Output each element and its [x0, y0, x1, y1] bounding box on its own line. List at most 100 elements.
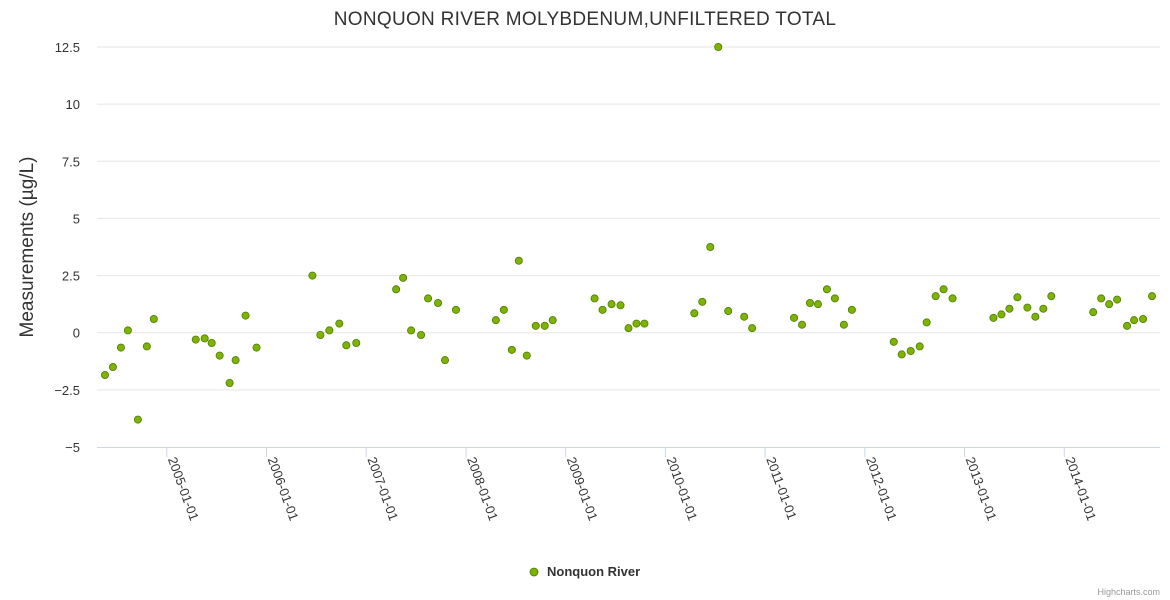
data-point[interactable] [142, 342, 151, 351]
data-point[interactable] [491, 316, 500, 325]
data-point[interactable] [1031, 312, 1040, 321]
data-point[interactable] [308, 271, 317, 280]
data-point[interactable] [123, 326, 132, 335]
data-point[interactable] [1139, 314, 1148, 323]
data-point[interactable] [1105, 300, 1114, 309]
data-point[interactable] [1113, 295, 1122, 304]
data-point[interactable] [706, 242, 715, 251]
x-tick-label: 2008-01-01 [464, 455, 501, 523]
data-point[interactable] [499, 305, 508, 314]
data-point[interactable] [133, 415, 142, 424]
data-point[interactable] [748, 324, 757, 333]
data-point[interactable] [1023, 303, 1032, 312]
data-point[interactable] [632, 319, 641, 328]
data-point[interactable] [540, 321, 549, 330]
data-point[interactable] [441, 356, 450, 365]
data-point[interactable] [252, 343, 261, 352]
data-point[interactable] [839, 320, 848, 329]
data-point[interactable] [522, 351, 531, 360]
credits-link[interactable]: Highcharts.com [1097, 587, 1160, 597]
data-point[interactable] [335, 319, 344, 328]
data-point[interactable] [690, 309, 699, 318]
data-point[interactable] [531, 321, 540, 330]
data-point[interactable] [624, 324, 633, 333]
data-point[interactable] [108, 362, 117, 371]
data-point[interactable] [241, 311, 250, 320]
data-point[interactable] [1148, 292, 1157, 301]
data-point[interactable] [1039, 304, 1048, 313]
data-point[interactable] [798, 320, 807, 329]
y-tick-label: 2.5 [62, 269, 80, 284]
data-point[interactable] [915, 342, 924, 351]
data-point[interactable] [897, 350, 906, 359]
legend[interactable]: Nonquon River [529, 564, 640, 579]
data-point[interactable] [847, 305, 856, 314]
data-point[interactable] [1005, 304, 1014, 313]
data-point[interactable] [100, 370, 109, 379]
data-point[interactable] [325, 326, 334, 335]
data-point[interactable] [399, 273, 408, 282]
data-point[interactable] [607, 300, 616, 309]
data-point[interactable] [342, 341, 351, 350]
x-tick-label: 2005-01-01 [165, 455, 202, 523]
data-point[interactable] [640, 319, 649, 328]
data-point[interactable] [514, 256, 523, 265]
y-tick-label: 12.5 [55, 40, 80, 55]
data-point[interactable] [989, 313, 998, 322]
data-point[interactable] [740, 312, 749, 321]
data-point[interactable] [889, 337, 898, 346]
data-point[interactable] [417, 330, 426, 339]
data-point[interactable] [225, 378, 234, 387]
data-point[interactable] [790, 313, 799, 322]
series-nonquon-river[interactable] [100, 43, 1157, 424]
y-tick-label: 0 [73, 326, 80, 341]
data-point[interactable] [191, 335, 200, 344]
y-tick-label: 5 [73, 211, 80, 226]
data-point[interactable] [805, 298, 814, 307]
data-point[interactable] [939, 285, 948, 294]
data-point[interactable] [215, 351, 224, 360]
data-point[interactable] [1047, 292, 1056, 301]
y-tick-label: 7.5 [62, 154, 80, 169]
data-point[interactable] [407, 326, 416, 335]
data-point[interactable] [922, 318, 931, 327]
data-point[interactable] [948, 294, 957, 303]
data-point[interactable] [931, 292, 940, 301]
legend-item-nonquon-river[interactable]: Nonquon River [547, 564, 640, 579]
data-point[interactable] [616, 301, 625, 310]
x-axis: 2005-01-01 2006-01-01 2007-01-01 2008-01-01… [165, 447, 1099, 523]
data-point[interactable] [724, 306, 733, 315]
data-point[interactable] [352, 338, 361, 347]
data-point[interactable] [434, 298, 443, 307]
data-point[interactable] [830, 294, 839, 303]
data-point[interactable] [548, 316, 557, 325]
data-point[interactable] [507, 345, 516, 354]
data-point[interactable] [1123, 321, 1132, 330]
data-point[interactable] [451, 305, 460, 314]
data-point[interactable] [698, 297, 707, 306]
data-point[interactable] [200, 334, 209, 343]
data-point[interactable] [392, 285, 401, 294]
data-point[interactable] [598, 305, 607, 314]
data-point[interactable] [822, 285, 831, 294]
data-point[interactable] [590, 294, 599, 303]
data-point[interactable] [316, 330, 325, 339]
x-tick-label: 2011-01-01 [763, 455, 800, 522]
data-point[interactable] [116, 343, 125, 352]
data-point[interactable] [149, 314, 158, 323]
data-point[interactable] [714, 43, 723, 52]
data-point[interactable] [1089, 308, 1098, 317]
data-point[interactable] [1130, 316, 1139, 325]
legend-marker[interactable] [529, 567, 539, 577]
x-tick-label: 2006-01-01 [265, 455, 302, 523]
data-point[interactable] [424, 294, 433, 303]
data-point[interactable] [231, 356, 240, 365]
data-point[interactable] [813, 300, 822, 309]
data-point[interactable] [906, 346, 915, 355]
gridlines [97, 46, 1160, 391]
data-point[interactable] [997, 310, 1006, 319]
y-tick-label: −5 [65, 440, 80, 455]
data-point[interactable] [207, 338, 216, 347]
data-point[interactable] [1013, 293, 1022, 302]
data-point[interactable] [1097, 294, 1106, 303]
